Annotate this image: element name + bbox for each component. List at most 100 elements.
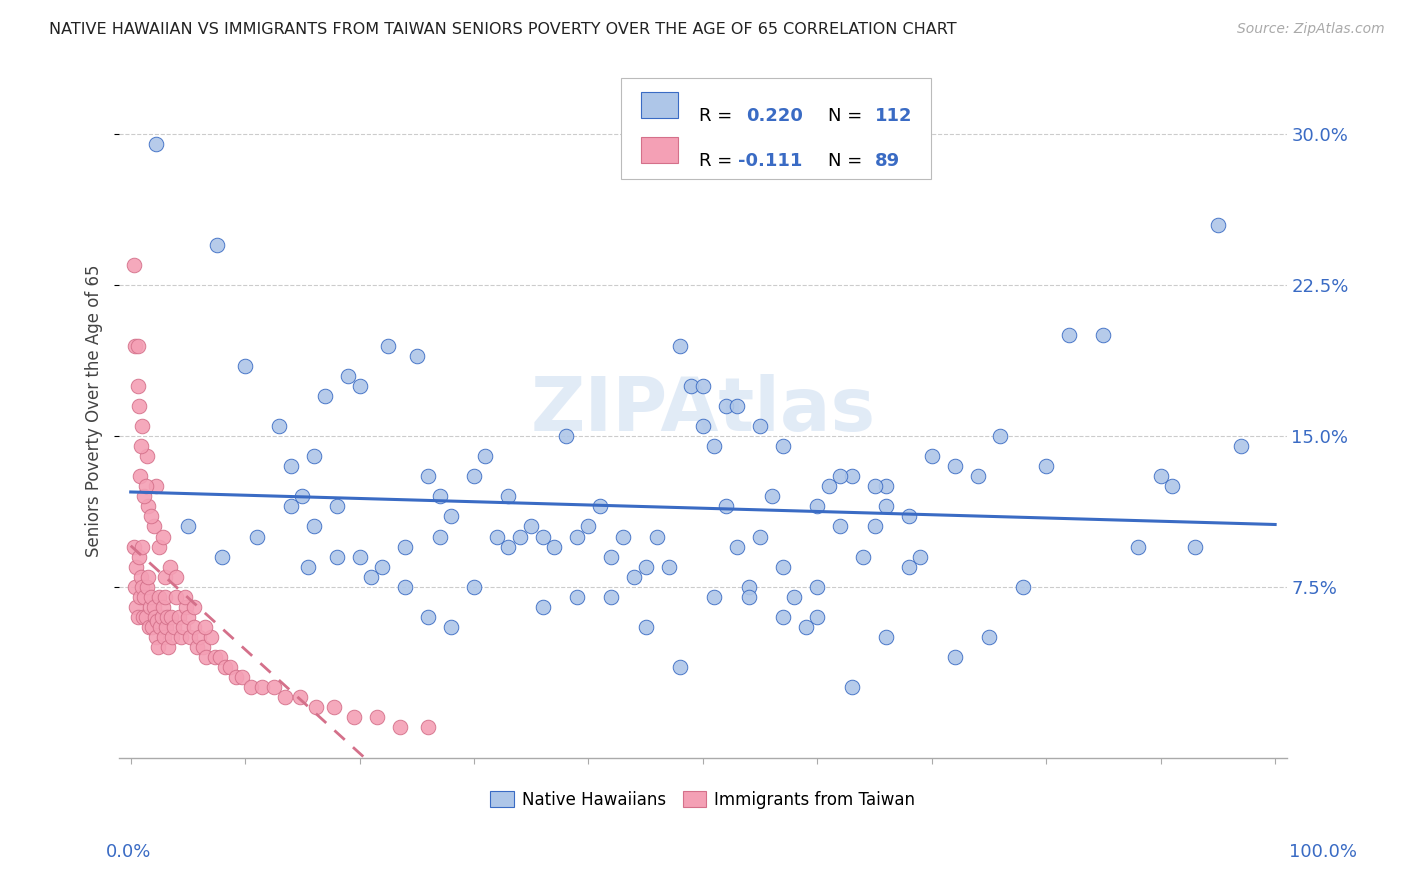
Text: ZIPAtlas: ZIPAtlas bbox=[530, 375, 876, 448]
Point bbox=[852, 549, 875, 564]
Point bbox=[772, 439, 794, 453]
Point bbox=[146, 614, 169, 628]
Point bbox=[531, 599, 554, 614]
Point bbox=[160, 630, 183, 644]
Point bbox=[142, 519, 165, 533]
Point bbox=[875, 500, 897, 514]
Point bbox=[191, 640, 214, 654]
Point bbox=[1206, 218, 1229, 232]
Point bbox=[152, 529, 174, 543]
Point bbox=[1230, 439, 1253, 453]
Point bbox=[145, 137, 167, 152]
Point bbox=[681, 378, 703, 392]
Bar bbox=[641, 136, 679, 163]
Point bbox=[302, 519, 325, 533]
Point bbox=[1092, 328, 1115, 343]
Point bbox=[204, 650, 226, 665]
Point bbox=[135, 479, 157, 493]
Point bbox=[149, 620, 172, 634]
Point bbox=[153, 590, 176, 604]
Point bbox=[658, 559, 681, 574]
Point bbox=[314, 389, 336, 403]
Point bbox=[343, 710, 366, 724]
Point bbox=[141, 509, 163, 524]
Point bbox=[725, 540, 748, 554]
Point bbox=[910, 549, 932, 564]
Text: 0.220: 0.220 bbox=[747, 107, 803, 125]
Point bbox=[394, 580, 416, 594]
Point bbox=[749, 418, 772, 433]
Point bbox=[148, 640, 170, 654]
Point bbox=[474, 449, 496, 463]
Point bbox=[738, 590, 761, 604]
Point bbox=[125, 599, 148, 614]
Point bbox=[841, 680, 863, 694]
Text: 112: 112 bbox=[875, 107, 912, 125]
Point bbox=[1161, 479, 1184, 493]
Point bbox=[143, 610, 166, 624]
Point bbox=[897, 509, 920, 524]
Text: R =: R = bbox=[699, 153, 738, 170]
Point bbox=[531, 529, 554, 543]
Point bbox=[157, 640, 180, 654]
Point bbox=[806, 500, 828, 514]
Point bbox=[863, 479, 886, 493]
Text: N =: N = bbox=[828, 153, 868, 170]
Point bbox=[943, 459, 966, 474]
Point bbox=[669, 660, 692, 674]
Point bbox=[429, 529, 451, 543]
Point bbox=[725, 399, 748, 413]
Point bbox=[565, 590, 588, 604]
Point bbox=[498, 489, 520, 503]
Point bbox=[863, 519, 886, 533]
Point bbox=[366, 710, 388, 724]
Point bbox=[208, 650, 231, 665]
Point bbox=[134, 489, 156, 503]
Point bbox=[225, 670, 247, 684]
Point bbox=[325, 549, 347, 564]
Point bbox=[645, 529, 668, 543]
Point bbox=[159, 610, 181, 624]
Point bbox=[186, 640, 208, 654]
Point bbox=[269, 418, 291, 433]
Point bbox=[485, 529, 508, 543]
Point bbox=[875, 630, 897, 644]
Point bbox=[325, 500, 347, 514]
Point bbox=[371, 559, 394, 574]
Point bbox=[183, 599, 205, 614]
Point bbox=[174, 599, 197, 614]
Point bbox=[830, 519, 852, 533]
Point bbox=[153, 630, 176, 644]
Point bbox=[125, 559, 148, 574]
Point bbox=[179, 630, 201, 644]
Point bbox=[156, 610, 179, 624]
Point bbox=[349, 378, 371, 392]
Point bbox=[167, 610, 190, 624]
Point bbox=[921, 449, 943, 463]
Point bbox=[749, 529, 772, 543]
Point bbox=[170, 630, 193, 644]
Point bbox=[990, 429, 1012, 443]
Text: -0.111: -0.111 bbox=[738, 153, 803, 170]
Y-axis label: Seniors Poverty Over the Age of 65: Seniors Poverty Over the Age of 65 bbox=[86, 265, 103, 558]
Point bbox=[463, 469, 485, 483]
Text: 100.0%: 100.0% bbox=[1289, 843, 1357, 861]
Point bbox=[136, 500, 159, 514]
Point bbox=[377, 338, 399, 352]
Point bbox=[124, 580, 146, 594]
Point bbox=[263, 680, 285, 694]
Point bbox=[669, 338, 692, 352]
Text: Source: ZipAtlas.com: Source: ZipAtlas.com bbox=[1237, 22, 1385, 37]
Point bbox=[714, 500, 737, 514]
Point bbox=[188, 630, 211, 644]
Point bbox=[761, 489, 783, 503]
Point bbox=[692, 418, 714, 433]
Point bbox=[600, 549, 623, 564]
Point bbox=[291, 489, 314, 503]
Legend: Native Hawaiians, Immigrants from Taiwan: Native Hawaiians, Immigrants from Taiwan bbox=[484, 784, 922, 815]
Point bbox=[692, 378, 714, 392]
Bar bbox=[641, 92, 679, 118]
Point bbox=[783, 590, 806, 604]
Point bbox=[150, 610, 173, 624]
Point bbox=[135, 449, 157, 463]
